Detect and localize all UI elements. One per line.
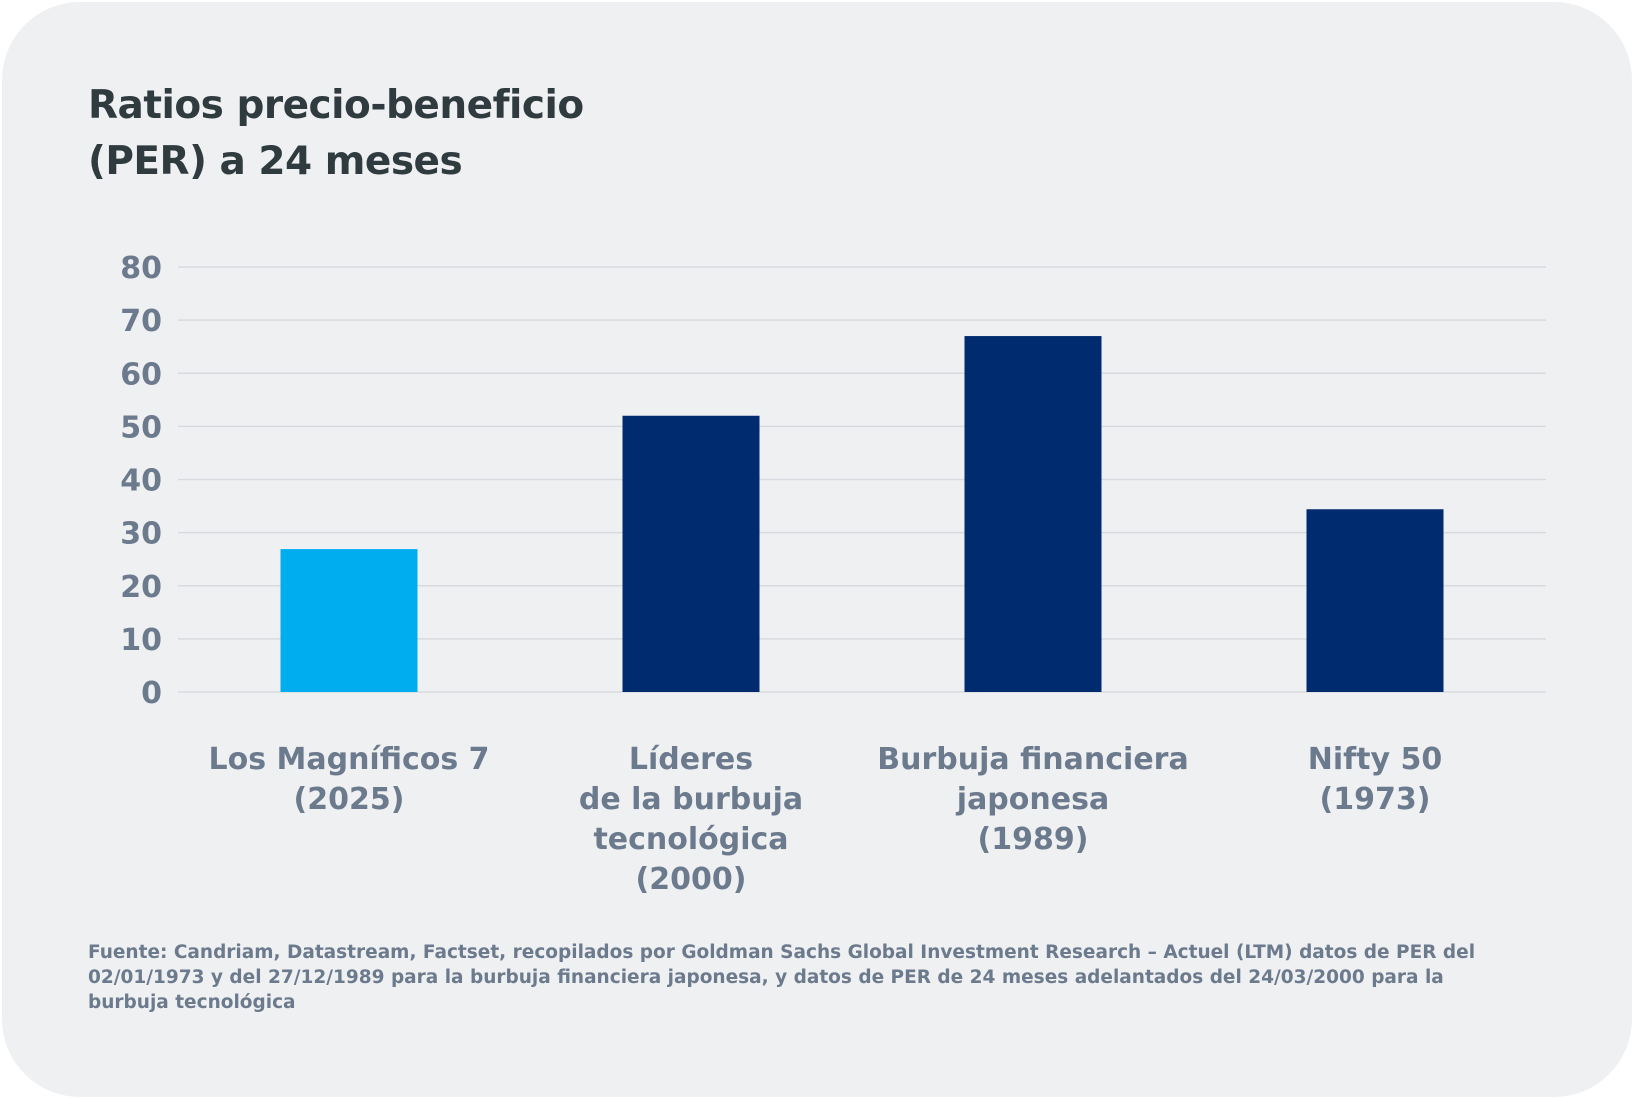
y-axis-ticks: 0 10 20 30 40 50 60 70 80 xyxy=(120,251,162,711)
x-tick-label-line: Los Magníficos 7 xyxy=(208,742,489,777)
x-tick-label-line: Nifty 50 xyxy=(1308,742,1443,777)
x-tick-label-line: japonesa xyxy=(956,782,1109,817)
y-tick-label: 50 xyxy=(120,410,162,445)
y-tick-label: 40 xyxy=(120,464,162,499)
x-tick-label: Los Magníficos 7 (2025) xyxy=(208,742,489,817)
bar xyxy=(964,336,1102,692)
chart-title-line-1: Ratios precio-beneficio xyxy=(88,83,584,128)
x-tick-label-line: (2025) xyxy=(294,782,405,817)
y-tick-label: 60 xyxy=(120,357,162,392)
y-tick-label: 30 xyxy=(120,517,162,552)
y-tick-label: 80 xyxy=(120,251,162,286)
x-tick-label-line: de la burbuja xyxy=(579,782,803,817)
x-tick-label-line: tecnológica xyxy=(593,822,788,857)
x-tick-label-line: Burbuja financiera xyxy=(877,742,1188,777)
x-tick-label-line: (1989) xyxy=(978,822,1089,857)
chart-title-line-2: (PER) a 24 meses xyxy=(88,139,463,184)
x-tick-label: Burbuja financiera japonesa (1989) xyxy=(877,742,1188,857)
chart-title: Ratios precio-beneficio (PER) a 24 meses xyxy=(88,78,988,190)
x-tick-label-line: Líderes xyxy=(629,742,753,777)
x-tick-label: Nifty 50 (1973) xyxy=(1308,742,1443,817)
bar xyxy=(280,549,418,692)
bar xyxy=(1306,509,1444,692)
x-axis-ticks: Los Magníficos 7 (2025) Líderes de la burbu… xyxy=(208,742,1442,897)
y-tick-label: 0 xyxy=(141,676,162,711)
x-tick-label-line: (1973) xyxy=(1320,782,1431,817)
y-tick-label: 10 xyxy=(120,623,162,658)
y-tick-label: 20 xyxy=(120,570,162,605)
source-note: Fuente: Candriam, Datastream, Factset, r… xyxy=(88,942,1476,1013)
x-tick-label-line: (2000) xyxy=(636,862,747,897)
bar xyxy=(622,415,760,692)
x-tick-label: Líderes de la burbuja tecnológica (2000) xyxy=(579,742,803,897)
bars xyxy=(280,336,1444,692)
y-tick-label: 70 xyxy=(120,304,162,339)
